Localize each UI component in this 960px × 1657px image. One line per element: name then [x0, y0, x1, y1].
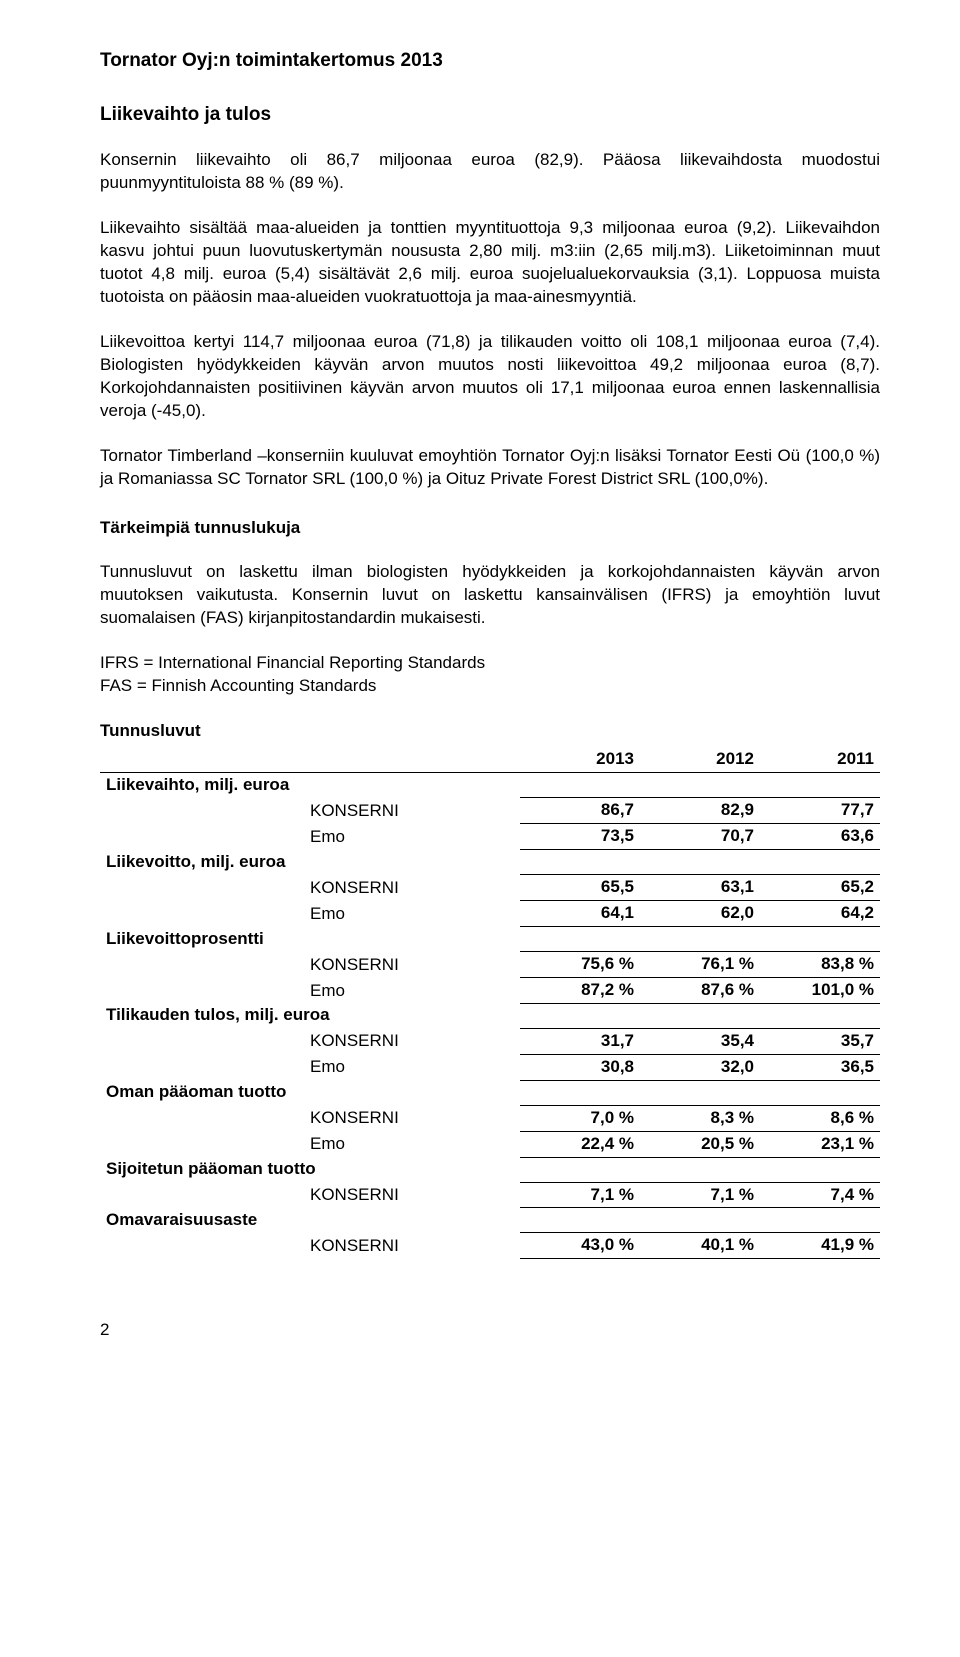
- cell-value: 65,2: [760, 875, 880, 901]
- cell-value: 40,1 %: [640, 1233, 760, 1259]
- cell-value: 86,7: [520, 798, 640, 824]
- emo-label: Emo: [100, 978, 520, 1004]
- konserni-label: KONSERNI: [100, 1182, 520, 1208]
- year-2013: 2013: [520, 747, 640, 772]
- metric-label: Liikevoittoprosentti: [100, 927, 520, 952]
- cell-value: 7,1 %: [520, 1182, 640, 1208]
- cell-value: 73,5: [520, 824, 640, 850]
- cell-value: 87,2 %: [520, 978, 640, 1004]
- key-figures-table: 201320122011Liikevaihto, milj. euroaKONS…: [100, 747, 880, 1259]
- table-row: KONSERNI86,782,977,7: [100, 798, 880, 824]
- metric-label: Liikevoitto, milj. euroa: [100, 850, 520, 875]
- emo-label: Emo: [100, 824, 520, 850]
- table-row: Emo73,570,763,6: [100, 824, 880, 850]
- cell-value: 35,4: [640, 1028, 760, 1054]
- konserni-label: KONSERNI: [100, 798, 520, 824]
- cell-value: 7,0 %: [520, 1105, 640, 1131]
- cell-value: 83,8 %: [760, 952, 880, 978]
- cell-value: 82,9: [640, 798, 760, 824]
- cell-value: 8,3 %: [640, 1105, 760, 1131]
- emo-label: Emo: [100, 1054, 520, 1080]
- header-spacer: [100, 747, 520, 772]
- table-row: Liikevoittoprosentti: [100, 927, 880, 952]
- metric-label: Sijoitetun pääoman tuotto: [100, 1157, 520, 1182]
- cell-value: 64,1: [520, 901, 640, 927]
- cell-value: 65,5: [520, 875, 640, 901]
- table-title: Tunnusluvut: [100, 720, 880, 743]
- table-row: Omavaraisuusaste: [100, 1208, 880, 1233]
- table-row: Tilikauden tulos, milj. euroa: [100, 1003, 880, 1028]
- metric-label: Omavaraisuusaste: [100, 1208, 520, 1233]
- def-fas: FAS = Finnish Accounting Standards: [100, 676, 376, 695]
- cell-value: 23,1 %: [760, 1131, 880, 1157]
- konserni-label: KONSERNI: [100, 1233, 520, 1259]
- paragraph-2: Liikevaihto sisältää maa-alueiden ja ton…: [100, 217, 880, 309]
- table-row: KONSERNI7,1 %7,1 %7,4 %: [100, 1182, 880, 1208]
- def-ifrs: IFRS = International Financial Reporting…: [100, 653, 485, 672]
- section-heading-key-figures: Tärkeimpiä tunnuslukuja: [100, 517, 880, 540]
- cell-value: 7,1 %: [640, 1182, 760, 1208]
- table-row: Emo30,832,036,5: [100, 1054, 880, 1080]
- cell-value: 101,0 %: [760, 978, 880, 1004]
- cell-value: 31,7: [520, 1028, 640, 1054]
- cell-value: 30,8: [520, 1054, 640, 1080]
- cell-value: 22,4 %: [520, 1131, 640, 1157]
- table-row: KONSERNI75,6 %76,1 %83,8 %: [100, 952, 880, 978]
- section-heading-revenue: Liikevaihto ja tulos: [100, 102, 880, 128]
- table-row: KONSERNI43,0 %40,1 %41,9 %: [100, 1233, 880, 1259]
- metric-label: Tilikauden tulos, milj. euroa: [100, 1003, 520, 1028]
- metric-label: Oman pääoman tuotto: [100, 1080, 520, 1105]
- cell-value: 62,0: [640, 901, 760, 927]
- table-row: Oman pääoman tuotto: [100, 1080, 880, 1105]
- page-number: 2: [100, 1319, 880, 1342]
- cell-value: 63,1: [640, 875, 760, 901]
- cell-value: 87,6 %: [640, 978, 760, 1004]
- document-title: Tornator Oyj:n toimintakertomus 2013: [100, 48, 880, 74]
- table-row: Emo87,2 %87,6 %101,0 %: [100, 978, 880, 1004]
- table-row: Sijoitetun pääoman tuotto: [100, 1157, 880, 1182]
- cell-value: 36,5: [760, 1054, 880, 1080]
- cell-value: 77,7: [760, 798, 880, 824]
- konserni-label: KONSERNI: [100, 875, 520, 901]
- table-row: KONSERNI7,0 %8,3 %8,6 %: [100, 1105, 880, 1131]
- table-row: KONSERNI31,735,435,7: [100, 1028, 880, 1054]
- konserni-label: KONSERNI: [100, 1028, 520, 1054]
- cell-value: 43,0 %: [520, 1233, 640, 1259]
- paragraph-1: Konsernin liikevaihto oli 86,7 miljoonaa…: [100, 149, 880, 195]
- year-2012: 2012: [640, 747, 760, 772]
- table-row: Liikevoitto, milj. euroa: [100, 850, 880, 875]
- metric-label: Liikevaihto, milj. euroa: [100, 773, 520, 798]
- table-header-row: 201320122011: [100, 747, 880, 772]
- cell-value: 70,7: [640, 824, 760, 850]
- definitions: IFRS = International Financial Reporting…: [100, 652, 880, 698]
- table-row: Emo64,162,064,2: [100, 901, 880, 927]
- cell-value: 7,4 %: [760, 1182, 880, 1208]
- table-row: KONSERNI65,563,165,2: [100, 875, 880, 901]
- emo-label: Emo: [100, 901, 520, 927]
- cell-value: 75,6 %: [520, 952, 640, 978]
- cell-value: 8,6 %: [760, 1105, 880, 1131]
- cell-value: 20,5 %: [640, 1131, 760, 1157]
- paragraph-4: Tornator Timberland –konserniin kuuluvat…: [100, 445, 880, 491]
- paragraph-3: Liikevoittoa kertyi 114,7 miljoonaa euro…: [100, 331, 880, 423]
- konserni-label: KONSERNI: [100, 1105, 520, 1131]
- year-2011: 2011: [760, 747, 880, 772]
- cell-value: 64,2: [760, 901, 880, 927]
- konserni-label: KONSERNI: [100, 952, 520, 978]
- table-row: Emo22,4 %20,5 %23,1 %: [100, 1131, 880, 1157]
- cell-value: 41,9 %: [760, 1233, 880, 1259]
- paragraph-5: Tunnusluvut on laskettu ilman biologiste…: [100, 561, 880, 630]
- cell-value: 35,7: [760, 1028, 880, 1054]
- emo-label: Emo: [100, 1131, 520, 1157]
- table-row: Liikevaihto, milj. euroa: [100, 773, 880, 798]
- cell-value: 63,6: [760, 824, 880, 850]
- cell-value: 76,1 %: [640, 952, 760, 978]
- cell-value: 32,0: [640, 1054, 760, 1080]
